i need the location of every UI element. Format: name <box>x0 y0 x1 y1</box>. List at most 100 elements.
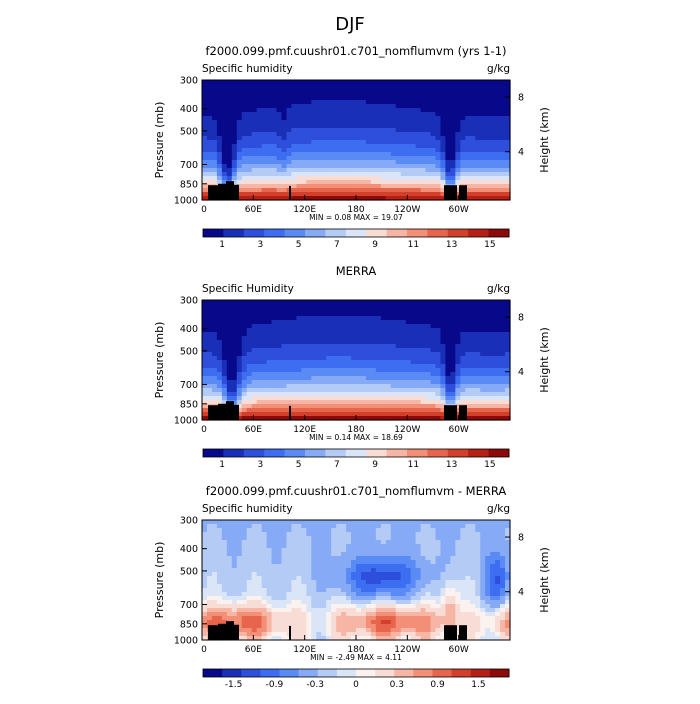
heatmap-cell <box>391 572 397 577</box>
heatmap-cell <box>336 564 342 569</box>
heatmap-cell <box>202 532 208 537</box>
heatmap-cell <box>306 392 312 397</box>
heatmap-cell <box>331 536 337 541</box>
heatmap-cell <box>411 384 417 389</box>
heatmap-cell <box>281 92 287 97</box>
heatmap-cell <box>480 372 486 377</box>
heatmap-cell <box>207 152 213 157</box>
heatmap-cell <box>272 104 278 109</box>
heatmap-cell <box>227 96 233 101</box>
heatmap-cell <box>326 580 332 585</box>
heatmap-cell <box>336 164 342 169</box>
heatmap-cell <box>455 92 461 97</box>
heatmap-cell <box>291 100 297 105</box>
heatmap-cell <box>500 164 506 169</box>
heatmap-cell <box>351 340 357 345</box>
heatmap-cell <box>316 360 322 365</box>
heatmap-cell <box>411 80 417 85</box>
heatmap-cell <box>485 132 491 137</box>
heatmap-cell <box>202 100 208 105</box>
heatmap-cell <box>361 588 367 593</box>
heatmap-cell <box>257 128 263 133</box>
heatmap-cell <box>371 316 377 321</box>
heatmap-cell <box>291 164 297 169</box>
heatmap-cell <box>247 160 253 165</box>
heatmap-cell <box>272 116 278 121</box>
heatmap-cell <box>217 152 223 157</box>
heatmap-cell <box>406 412 412 417</box>
heatmap-cell <box>331 136 337 141</box>
heatmap-cell <box>272 540 278 545</box>
heatmap-cell <box>247 300 253 305</box>
heatmap-cell <box>500 356 506 361</box>
heatmap-cell <box>376 352 382 357</box>
heatmap-cell <box>252 132 258 137</box>
heatmap-cell <box>296 188 302 193</box>
heatmap-cell <box>257 376 263 381</box>
heatmap-cell <box>207 136 213 141</box>
heatmap-cell <box>237 152 243 157</box>
heatmap-cell <box>267 560 273 565</box>
heatmap-cell <box>396 524 402 529</box>
heatmap-cell <box>435 192 441 197</box>
heatmap-cell <box>306 384 312 389</box>
heatmap-cell <box>495 552 501 557</box>
heatmap-cell <box>401 584 407 589</box>
heatmap-cell <box>291 384 297 389</box>
heatmap-cell <box>311 528 317 533</box>
heatmap-cell <box>386 544 392 549</box>
heatmap-cell <box>465 332 471 337</box>
heatmap-cell <box>386 560 392 565</box>
heatmap-cell <box>376 80 382 85</box>
heatmap-cell <box>500 556 506 561</box>
heatmap-cell <box>361 104 367 109</box>
heatmap-cell <box>291 580 297 585</box>
heatmap-cell <box>336 568 342 573</box>
heatmap-cell <box>237 352 243 357</box>
heatmap-cell <box>301 116 307 121</box>
heatmap-cell <box>207 160 213 165</box>
heatmap-cell <box>272 528 278 533</box>
heatmap-cell <box>207 124 213 129</box>
heatmap-cell <box>286 568 292 573</box>
heatmap-cell <box>485 348 491 353</box>
heatmap-cell <box>421 372 427 377</box>
heatmap-cell <box>500 532 506 537</box>
heatmap-cell <box>321 568 327 573</box>
heatmap-cell <box>232 572 238 577</box>
heatmap-cell <box>277 540 283 545</box>
heatmap-cell <box>252 96 258 101</box>
heatmap-cell <box>296 548 302 553</box>
heatmap-cell <box>356 344 362 349</box>
heatmap-cell <box>262 300 268 305</box>
y-tick-label: 1000 <box>174 196 198 207</box>
heatmap-cell <box>306 356 312 361</box>
heatmap-cell <box>475 540 481 545</box>
heatmap-cell <box>386 120 392 125</box>
heatmap-cell <box>267 164 273 169</box>
heatmap-cell <box>336 188 342 193</box>
heatmap-cell <box>445 104 451 109</box>
heatmap-cell <box>376 92 382 97</box>
heatmap-cell <box>421 308 427 313</box>
heatmap-cell <box>222 560 228 565</box>
heatmap-cell <box>416 164 422 169</box>
heatmap-cell <box>495 144 501 149</box>
heatmap-cell <box>247 128 253 133</box>
heatmap-cell <box>460 172 466 177</box>
heatmap-cell <box>247 404 253 409</box>
heatmap-cell <box>346 348 352 353</box>
heatmap-cell <box>306 400 312 405</box>
heatmap-cell <box>207 560 213 565</box>
chart-panel-2: f2000.099.pmf.cuushr01.c701_nomflumvm - … <box>153 484 551 690</box>
heatmap-cell <box>445 376 451 381</box>
heatmap-cell <box>227 548 233 553</box>
heatmap-cell <box>386 176 392 181</box>
heatmap-cell <box>426 368 432 373</box>
heatmap-cell <box>326 92 332 97</box>
heatmap-cell <box>396 312 402 317</box>
heatmap-cell <box>396 92 402 97</box>
heatmap-cell <box>291 392 297 397</box>
heatmap-cell <box>316 152 322 157</box>
heatmap-cell <box>242 148 248 153</box>
